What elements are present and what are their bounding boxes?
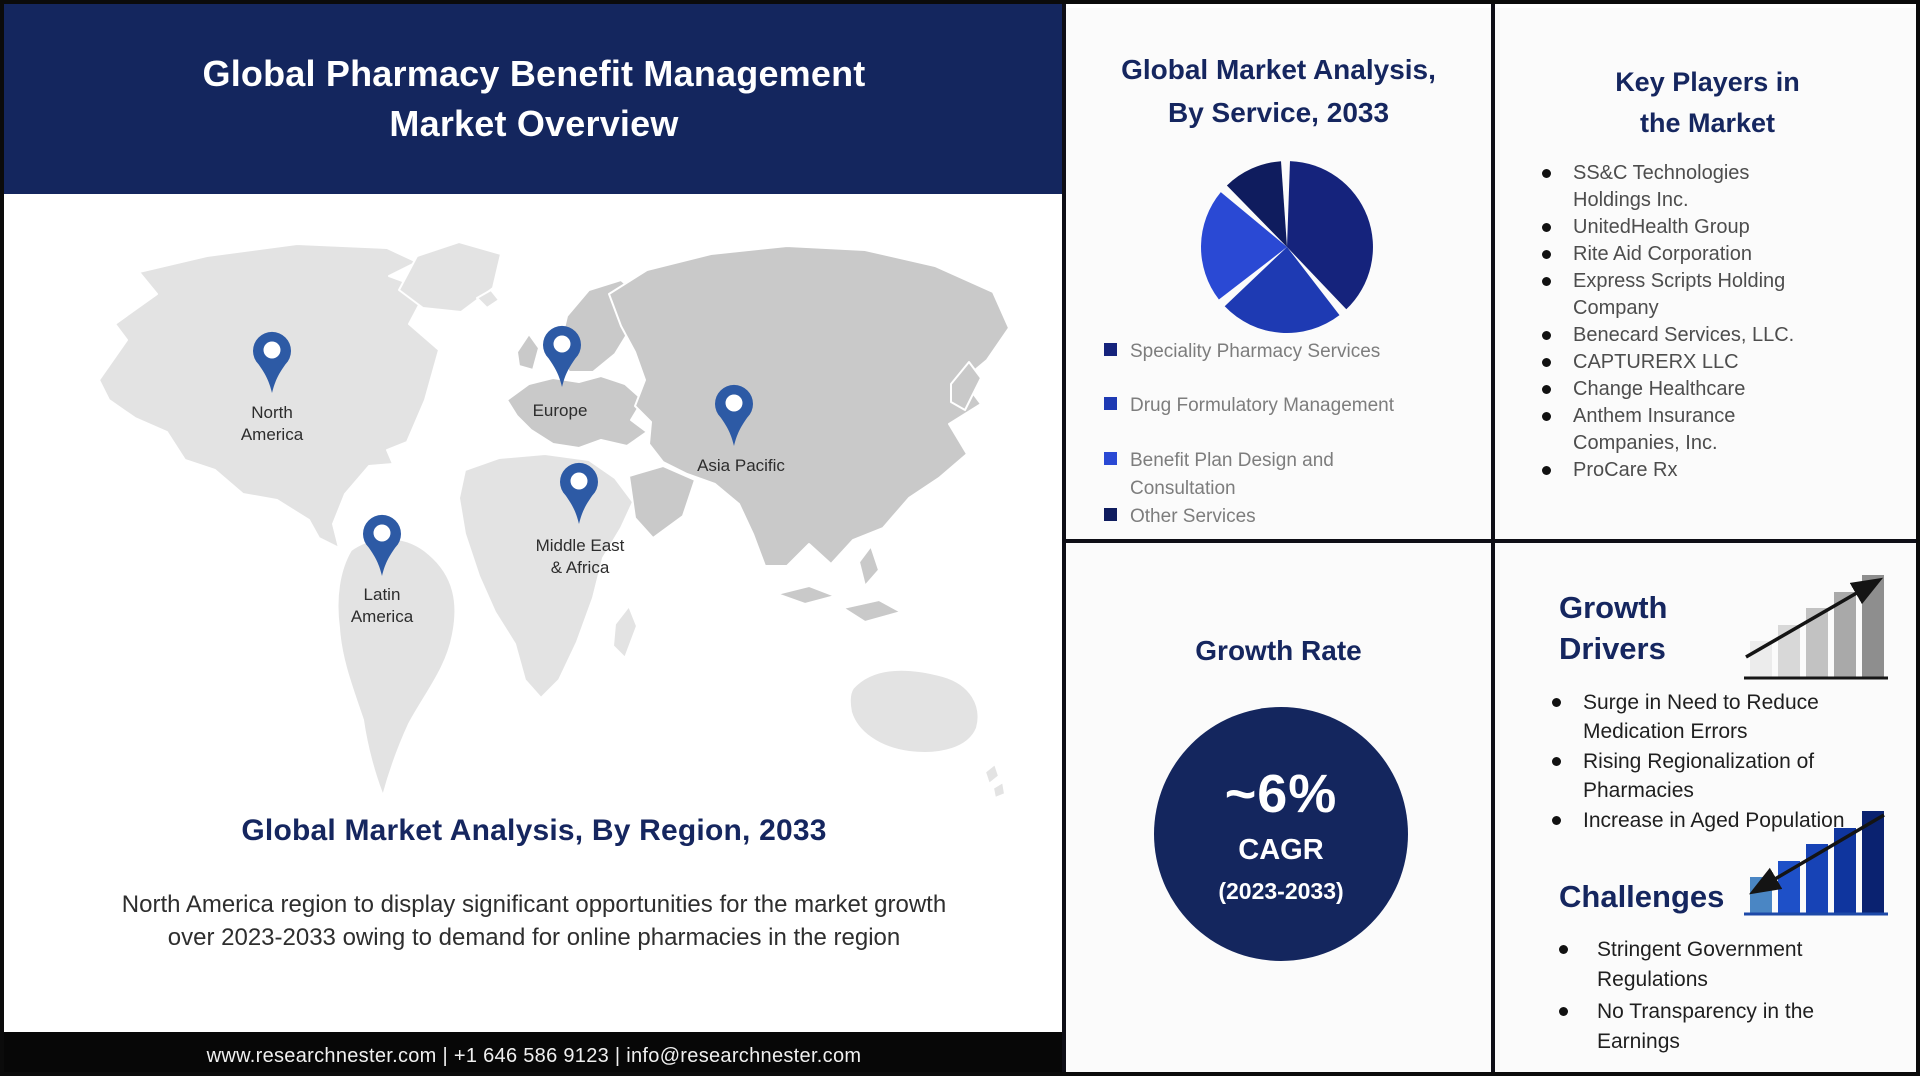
divider-vertical-left bbox=[1062, 4, 1066, 1072]
page-title: Global Pharmacy Benefit Management Marke… bbox=[202, 53, 866, 144]
key-player-item: Benecard Services, LLC. bbox=[1540, 322, 1831, 349]
location-pin-icon-asia-pacific bbox=[714, 384, 754, 448]
iceland bbox=[476, 289, 500, 309]
indonesia-east bbox=[842, 599, 902, 623]
united-kingdom bbox=[516, 333, 540, 371]
service-card-title: Global Market Analysis, By Service, 2033 bbox=[1121, 54, 1436, 128]
pie-slice bbox=[1287, 161, 1373, 310]
growth-driver-item: Surge in Need to Reduce Medication Error… bbox=[1550, 688, 1853, 746]
footer-band: www.researchnester.com | +1 646 586 9123… bbox=[4, 1032, 1064, 1072]
key-player-item: ProCare Rx bbox=[1540, 457, 1831, 484]
location-pin-icon-europe bbox=[542, 325, 582, 389]
location-pin-icon-latin-america bbox=[362, 514, 402, 578]
growth-bar-chart-icon bbox=[1744, 575, 1888, 680]
pie-slice bbox=[1226, 161, 1287, 247]
legend-label: Benefit Plan Design and Consultation bbox=[1130, 450, 1334, 499]
legend-item-drug-formulatory-management: Drug Formulatory Management bbox=[1104, 392, 1444, 420]
challenges-title: Challenges bbox=[1559, 879, 1725, 914]
icon-bar bbox=[1806, 844, 1828, 914]
continent-north-america bbox=[98, 243, 440, 549]
world-map-svg bbox=[98, 241, 1010, 799]
divider-horizontal bbox=[1062, 539, 1916, 543]
growth-drivers-list: Surge in Need to Reduce Medication Error… bbox=[1550, 688, 1860, 836]
map-label-middle-east-africa: Middle East & Africa bbox=[535, 536, 625, 577]
location-pin-icon-middle-east-africa bbox=[559, 462, 599, 526]
icon-bar bbox=[1862, 811, 1884, 914]
philippines bbox=[858, 545, 880, 587]
growth-driver-item: Increase in Aged Population bbox=[1550, 806, 1853, 835]
growth-drivers-title: Growth Drivers bbox=[1559, 590, 1668, 666]
pie-slice bbox=[1201, 192, 1287, 300]
cagr-label: CAGR bbox=[1238, 834, 1324, 866]
map-label-latin-america: Latin America bbox=[350, 585, 414, 626]
region-section-title: Global Market Analysis, By Region, 2033 bbox=[241, 814, 827, 847]
divider-vertical-right bbox=[1491, 4, 1495, 1072]
growth-rate-title: Growth Rate bbox=[1195, 635, 1362, 666]
madagascar bbox=[612, 605, 638, 659]
icon-bar bbox=[1778, 625, 1800, 678]
legend-label: Other Services bbox=[1130, 506, 1256, 527]
growth-rate-card: Growth Rate ~6% CAGR (2023-2033) bbox=[1066, 543, 1491, 1072]
challenge-item: Stringent Government Regulations bbox=[1557, 935, 1837, 995]
legend-swatch bbox=[1104, 452, 1117, 465]
key-player-item: Express Scripts Holding Company bbox=[1540, 268, 1831, 322]
icon-bar bbox=[1862, 575, 1884, 678]
legend-swatch bbox=[1104, 397, 1117, 410]
continent-africa bbox=[458, 453, 634, 699]
map-label-asia-pacific: Asia Pacific bbox=[697, 456, 785, 475]
key-players-title: Key Players in the Market bbox=[1615, 67, 1800, 138]
continent-europe bbox=[506, 375, 648, 449]
legend-label: Drug Formulatory Management bbox=[1130, 395, 1394, 416]
service-pie-chart bbox=[1201, 161, 1373, 333]
cagr-value: ~6% bbox=[1224, 764, 1338, 824]
arabian-peninsula bbox=[628, 465, 696, 539]
continent-south-america bbox=[336, 537, 457, 797]
footer-contact-text: www.researchnester.com | +1 646 586 9123… bbox=[206, 1044, 862, 1067]
key-player-item: SS&C Technologies Holdings Inc. bbox=[1540, 160, 1831, 214]
legend-label: Speciality Pharmacy Services bbox=[1130, 341, 1381, 362]
icon-bar bbox=[1834, 592, 1856, 678]
continent-australia bbox=[848, 668, 980, 754]
region-section-description: North America region to display signific… bbox=[121, 891, 947, 951]
legend-swatch bbox=[1104, 508, 1117, 521]
key-player-item: Anthem Insurance Companies, Inc. bbox=[1540, 403, 1831, 457]
legend-swatch bbox=[1104, 343, 1117, 356]
map-label-europe: Europe bbox=[532, 401, 588, 420]
header-band: Global Pharmacy Benefit Management Marke… bbox=[4, 4, 1064, 194]
world-map bbox=[87, 232, 1017, 807]
cagr-period: (2023-2033) bbox=[1218, 878, 1344, 904]
legend-item-other-services: Other Services bbox=[1104, 503, 1444, 531]
service-analysis-card: Global Market Analysis, By Service, 2033… bbox=[1066, 8, 1491, 539]
challenges-bar-chart-icon bbox=[1744, 811, 1888, 916]
location-pin-icon-north-america bbox=[252, 331, 292, 395]
key-player-item: UnitedHealth Group bbox=[1540, 214, 1831, 241]
growth-rate-circle: ~6% CAGR (2023-2033) bbox=[1154, 707, 1408, 961]
legend-item-benefit-plan-design: Benefit Plan Design and Consultation bbox=[1104, 447, 1354, 503]
key-players-list: SS&C Technologies Holdings Inc. UnitedHea… bbox=[1540, 160, 1840, 484]
greenland bbox=[398, 241, 502, 313]
new-zealand bbox=[984, 763, 1006, 799]
pie-slice bbox=[1224, 247, 1340, 333]
japan bbox=[950, 361, 982, 411]
growth-driver-item: Rising Regionalization of Pharmacies bbox=[1550, 747, 1853, 805]
key-player-item: Change Healthcare bbox=[1540, 376, 1831, 403]
map-label-north-america: North America bbox=[240, 403, 304, 444]
indonesia bbox=[776, 585, 836, 605]
key-player-item: CAPTURERX LLC bbox=[1540, 349, 1831, 376]
challenges-list: Stringent Government Regulations No Trans… bbox=[1557, 935, 1847, 1059]
key-players-card: Key Players in the Market SS&C Technolog… bbox=[1495, 8, 1916, 539]
drivers-challenges-card: Growth Drivers Surge in Need to Reduce M… bbox=[1495, 543, 1916, 1072]
continent-asia bbox=[608, 245, 1010, 567]
key-player-item: Rite Aid Corporation bbox=[1540, 241, 1831, 268]
challenge-item: No Transparency in the Earnings bbox=[1557, 997, 1837, 1057]
icon-bar bbox=[1834, 828, 1856, 914]
legend-item-speciality-pharmacy-services: Speciality Pharmacy Services bbox=[1104, 338, 1444, 366]
icon-bar bbox=[1806, 608, 1828, 678]
